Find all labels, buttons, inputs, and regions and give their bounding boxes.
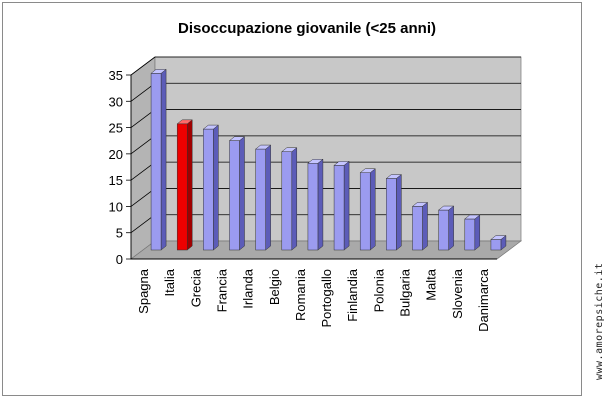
- bar-front: [281, 151, 293, 251]
- x-tick-label: Belgio: [267, 269, 282, 305]
- bar-front: [150, 73, 162, 251]
- watermark-text: www.amorepsiche.it: [594, 262, 605, 380]
- bar-side: [265, 144, 271, 251]
- bar-slovenia: [464, 214, 481, 251]
- y-tick-label: 0: [116, 252, 123, 267]
- bar-top: [150, 69, 167, 74]
- bar-side: [160, 68, 167, 251]
- bar-side: [239, 136, 245, 251]
- bar-top: [411, 202, 429, 207]
- bar-top: [437, 205, 455, 211]
- y-tick-label: 5: [116, 226, 123, 241]
- x-axis-labels: Spagna Italia Grecia Francia Irlanda Belgio Ro…: [136, 268, 491, 332]
- bar-front: [176, 123, 188, 251]
- y-tick-label: 20: [109, 147, 123, 162]
- x-tick-label: Malta: [424, 268, 439, 301]
- bar-side: [291, 147, 298, 251]
- y-tick-label: 35: [109, 68, 123, 83]
- bar-front: [333, 165, 345, 251]
- bar-top: [385, 174, 403, 179]
- bar-romania: [307, 158, 324, 251]
- bar-top: [202, 124, 220, 130]
- x-tick-label: Spagna: [136, 268, 151, 314]
- bar-side: [396, 173, 402, 251]
- bar-finlandia: [359, 168, 376, 251]
- bar-top: [254, 144, 272, 150]
- bar-top: [359, 168, 376, 173]
- bar-portogallo: [333, 160, 350, 251]
- bar-top: [307, 159, 324, 164]
- bar-top: [333, 161, 350, 166]
- bar-francia: [228, 136, 246, 251]
- bar-front: [359, 172, 371, 251]
- y-tick-label: 30: [109, 94, 123, 109]
- bar-side: [213, 124, 219, 251]
- x-tick-label: Irlanda: [241, 268, 256, 309]
- bar-front: [307, 163, 319, 251]
- bar-grecia: [202, 124, 220, 251]
- bar-front: [438, 209, 449, 251]
- bar-top: [281, 147, 298, 152]
- y-tick-label: 10: [109, 199, 123, 214]
- bar-front: [464, 218, 476, 251]
- chart-frame: Disoccupazione giovanile (<25 anni) 0 5 10…: [2, 2, 582, 396]
- x-tick-label: Finlandia: [345, 268, 360, 322]
- y-tick-label: 25: [109, 121, 123, 136]
- x-tick-label: Portogallo: [319, 269, 334, 328]
- bar-malta: [437, 205, 455, 251]
- x-tick-label: Danimarca: [476, 268, 491, 332]
- bar-front: [386, 178, 397, 251]
- x-tick-label: Bulgaria: [398, 268, 413, 316]
- bar-top: [176, 119, 193, 125]
- x-tick-label: Grecia: [188, 268, 203, 307]
- bars: [150, 68, 507, 251]
- bar-side: [422, 201, 428, 251]
- x-tick-label: Slovenia: [450, 268, 465, 319]
- x-tick-label: Italia: [162, 268, 177, 296]
- bar-chart: Disoccupazione giovanile (<25 anni) 0 5 10…: [109, 20, 523, 332]
- chart-title: Disoccupazione giovanile (<25 anni): [178, 20, 436, 37]
- bar-front: [490, 239, 502, 251]
- bar-top: [490, 235, 507, 240]
- bar-irlanda: [254, 144, 272, 251]
- bar-side: [186, 119, 193, 251]
- bar-danimarca: [490, 234, 507, 251]
- bar-top: [228, 136, 246, 141]
- bar-side: [474, 214, 481, 251]
- bar-polonia: [385, 173, 403, 251]
- gridline-side: [130, 56, 156, 76]
- bar-bulgaria: [411, 201, 429, 251]
- bar-front: [229, 140, 240, 251]
- bar-top: [464, 214, 481, 220]
- bar-side: [369, 168, 376, 251]
- bar-front: [203, 128, 214, 251]
- bar-front: [412, 206, 423, 251]
- bar-side: [317, 158, 324, 251]
- x-tick-label: Francia: [215, 268, 230, 312]
- x-tick-label: Romania: [293, 268, 308, 321]
- bar-side: [448, 205, 454, 251]
- bar-italia: [176, 119, 193, 251]
- x-tick-label: Polonia: [371, 268, 386, 312]
- bar-front: [255, 148, 266, 251]
- bar-belgio: [281, 147, 298, 251]
- bar-side: [343, 160, 350, 251]
- y-axis-ticks: 0 5 10 15 20 25 30 35: [109, 68, 497, 267]
- y-tick-label: 15: [109, 173, 123, 188]
- bar-spagna: [150, 68, 167, 251]
